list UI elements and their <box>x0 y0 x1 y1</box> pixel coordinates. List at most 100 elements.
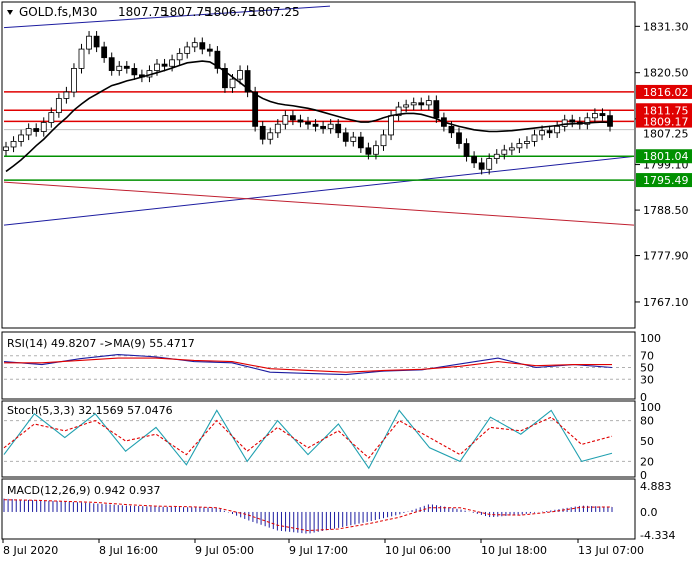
candle-body <box>448 125 455 134</box>
candle <box>63 86 70 104</box>
macd-panel <box>1 478 636 540</box>
candle <box>40 117 47 137</box>
trend-line-red <box>3 181 635 226</box>
candle <box>101 41 108 63</box>
candle-body <box>274 123 281 134</box>
candle <box>463 138 470 162</box>
candle <box>493 149 500 164</box>
candle <box>365 142 372 160</box>
candle-body <box>478 162 485 170</box>
price-tick-label: 1777.90 <box>643 250 689 263</box>
candle <box>501 144 508 160</box>
current-price-label: 1807.25 <box>643 128 689 141</box>
candle <box>516 138 523 153</box>
candle <box>478 157 485 175</box>
candle <box>524 136 530 149</box>
candle <box>93 31 100 53</box>
level-tag-label: 1816.02 <box>643 86 689 99</box>
candle <box>335 119 342 138</box>
candle-body <box>244 70 251 93</box>
candle-body <box>154 63 160 71</box>
candle <box>199 37 206 55</box>
level-tag <box>636 114 692 129</box>
candle <box>350 131 357 147</box>
candle-body <box>199 42 206 50</box>
candle <box>71 63 77 98</box>
dropdown-triangle-icon[interactable] <box>7 10 13 15</box>
candle <box>418 97 425 111</box>
macd-tick-label: 4.883 <box>640 480 672 493</box>
candle <box>312 119 319 132</box>
candle <box>599 108 606 121</box>
ohlc-low: 1806.75 <box>206 5 256 19</box>
candle-body <box>259 125 266 140</box>
candle <box>3 141 9 156</box>
moving-average-line <box>5 60 611 173</box>
candle-body <box>10 140 17 148</box>
candle-body <box>78 48 85 69</box>
level-tag-label: 1795.49 <box>643 174 689 187</box>
candle-body <box>184 46 191 54</box>
candle-body <box>410 102 417 106</box>
oscillator-tick-label: 70 <box>640 350 654 363</box>
oscillator-tick-label: 80 <box>640 415 654 428</box>
ohlc-open: 1807.75 <box>118 5 168 19</box>
time-tick-label: 9 Jul 05:00 <box>195 544 254 557</box>
level-tag-label: 1801.04 <box>643 150 689 163</box>
candle-body <box>86 35 92 50</box>
candle-body <box>531 134 538 142</box>
candle-body <box>539 130 545 136</box>
candle-body <box>493 153 500 159</box>
stoch-panel <box>1 400 636 478</box>
time-tick-label: 9 Jul 17:00 <box>289 544 348 557</box>
candle <box>546 125 553 138</box>
oscillator-tick-label: 0 <box>640 469 647 482</box>
candle-body <box>508 147 515 151</box>
candle <box>237 65 243 85</box>
candle-body <box>252 91 259 127</box>
candle-body <box>176 52 183 61</box>
macd-signal-line <box>3 499 613 532</box>
candle-body <box>569 119 576 123</box>
candle-body <box>229 78 236 89</box>
candle <box>48 107 55 128</box>
candle <box>327 119 334 134</box>
candle-body <box>546 130 553 134</box>
level-tag <box>636 84 692 99</box>
candle <box>410 97 417 111</box>
candle-body <box>312 123 319 127</box>
rsi-title: RSI(14) 49.8207 ->MA(9) 55.4717 <box>7 337 195 350</box>
candle <box>78 43 85 74</box>
candle <box>244 65 251 98</box>
candle-body <box>335 123 342 134</box>
candle-body <box>282 115 289 125</box>
candle <box>508 142 515 156</box>
candle <box>25 123 32 141</box>
candle <box>554 121 561 138</box>
candle <box>357 131 364 153</box>
candle <box>592 108 598 123</box>
candle <box>131 63 138 80</box>
macd-tick-label: -4.334 <box>640 529 675 542</box>
oscillator-tick-label: 0 <box>640 391 647 404</box>
candle <box>395 101 402 121</box>
candle-body <box>305 121 311 125</box>
candle-body <box>486 158 493 170</box>
candle-body <box>71 68 77 93</box>
candle-body <box>350 136 357 142</box>
candle <box>320 121 327 134</box>
candle-body <box>63 91 70 99</box>
series-line-1 <box>3 416 613 459</box>
candle-body <box>380 134 387 147</box>
candle-body <box>289 115 296 121</box>
candle <box>380 129 387 151</box>
stoch-title: Stoch(5,3,3) 32.1569 57.0476 <box>7 404 173 417</box>
candle <box>161 58 168 72</box>
candle-body <box>237 70 243 80</box>
candle <box>206 43 213 57</box>
rsi-panel <box>1 331 636 400</box>
candle-body <box>607 115 613 127</box>
level-tag-label: 1809.17 <box>643 115 689 128</box>
candle <box>561 114 568 132</box>
